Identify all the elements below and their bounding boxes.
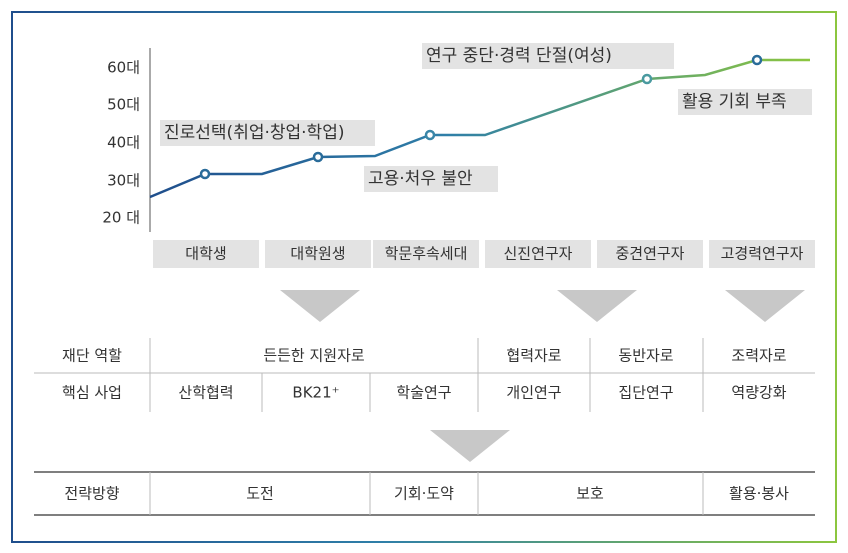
stage: 학문후속세대 xyxy=(385,245,468,263)
cell: 든든한 지원자로 xyxy=(263,347,365,365)
role-table xyxy=(34,337,815,413)
annotation: 고용·처우 불안 xyxy=(368,169,473,189)
y-label: 30대 xyxy=(107,172,140,190)
cell: 학술연구 xyxy=(396,384,451,402)
cell: 도전 xyxy=(246,485,274,503)
annotation: 연구 중단·경력 단절(여성) xyxy=(426,46,612,66)
cell: 개인연구 xyxy=(506,384,561,402)
stage: 고경력연구자 xyxy=(721,245,804,263)
cell: 협력자로 xyxy=(506,347,561,365)
y-label: 50대 xyxy=(107,96,140,114)
y-label: 20 대 xyxy=(102,209,140,227)
annotation-boxes xyxy=(160,43,812,192)
stage: 대학생 xyxy=(185,245,226,263)
cell: 조력자로 xyxy=(731,347,786,365)
stage: 대학원생 xyxy=(290,245,345,263)
cell: 핵심 사업 xyxy=(62,384,122,402)
strategy-table xyxy=(34,471,815,516)
stage-boxes xyxy=(153,240,815,268)
cell: 산학협력 xyxy=(178,384,233,402)
cell: 동반자로 xyxy=(618,347,673,365)
cell: 활용·봉사 xyxy=(729,485,789,503)
cell: 재단 역할 xyxy=(62,347,122,365)
career-dots xyxy=(199,54,763,180)
annotation: 활용 기회 부족 xyxy=(682,92,787,112)
stage: 신진연구자 xyxy=(503,245,572,263)
chevrons xyxy=(280,290,805,462)
cell: 기회·도약 xyxy=(394,485,454,503)
frame xyxy=(11,11,837,543)
cell: BK21⁺ xyxy=(292,384,339,402)
y-label: 60대 xyxy=(107,59,140,77)
y-label: 40대 xyxy=(107,134,140,152)
cell: 집단연구 xyxy=(618,384,673,402)
annotation: 진로선택(취업·창업·학업) xyxy=(164,123,344,143)
cell: 역량강화 xyxy=(731,384,786,402)
cell: 전략방향 xyxy=(64,485,119,503)
stage: 중견연구자 xyxy=(615,245,684,263)
cell: 보호 xyxy=(576,485,604,503)
